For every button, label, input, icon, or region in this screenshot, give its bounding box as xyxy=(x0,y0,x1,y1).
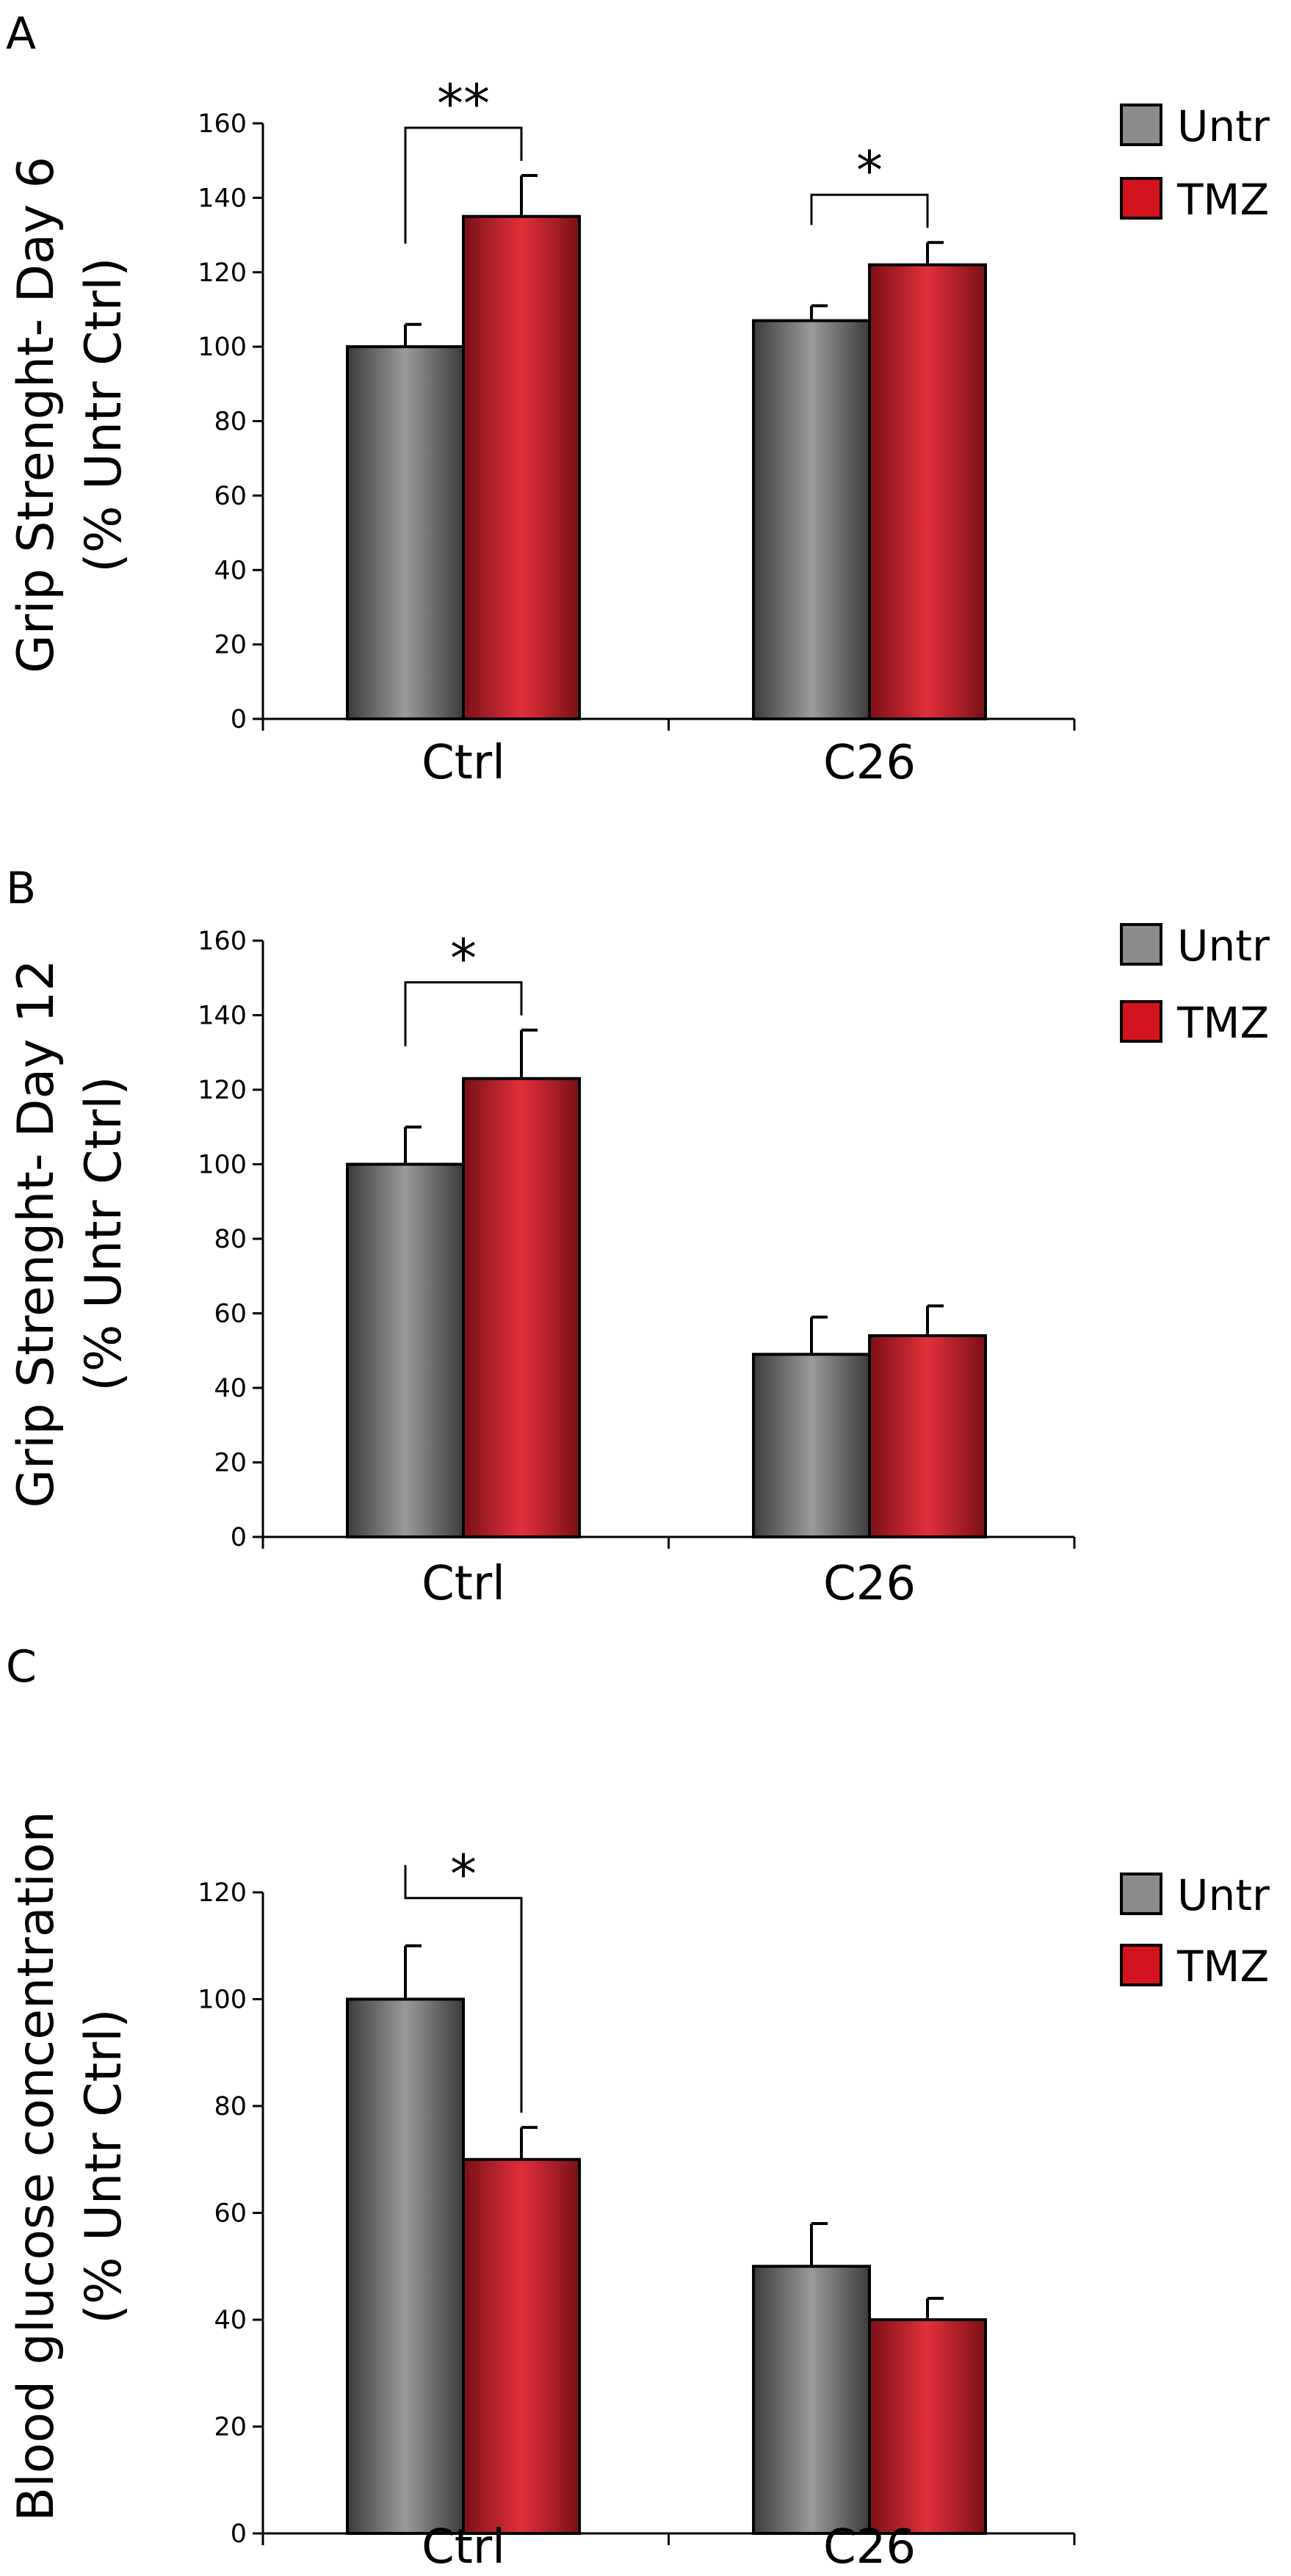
significance-bracket xyxy=(404,1864,523,2113)
x-category-label: C26 xyxy=(823,1557,916,1611)
panel-label: A xyxy=(6,8,36,59)
y-tick-label: 0 xyxy=(231,1523,247,1552)
bar-tmz-c26 xyxy=(868,2318,987,2535)
y-axis-label: Grip Strenght- Day 6 xyxy=(7,156,65,673)
chart-panel-b: B Grip Strenght- Day 12 (% Untr Ctrl) 0 20 40… xyxy=(6,863,1270,1611)
significance-marker: * xyxy=(450,1843,477,1905)
panel-label: B xyxy=(6,863,36,914)
legend-label: TMZ xyxy=(1176,175,1269,225)
bar-untr-c26 xyxy=(752,319,871,720)
legend-swatch-untr xyxy=(1120,923,1162,966)
bar-tmz-ctrl xyxy=(462,214,581,720)
legend-label: TMZ xyxy=(1176,1942,1269,1991)
bar-tmz-c26 xyxy=(868,1334,987,1538)
x-category-label: C26 xyxy=(823,736,916,790)
y-tick-label: 60 xyxy=(214,1300,247,1329)
y-axis-label: Grip Strenght- Day 12 xyxy=(7,959,65,1508)
y-tick-label: 60 xyxy=(214,2199,247,2229)
significance-marker: ** xyxy=(437,73,490,134)
y-axis-label: (% Untr Ctrl) xyxy=(75,257,133,572)
significance-marker: * xyxy=(450,927,477,989)
chart-panel-a: A Grip Strenght- Day 6 (% Untr Ctrl) 0 20 40 6… xyxy=(6,8,1270,790)
y-tick-label: 120 xyxy=(198,258,247,288)
y-tick-label: 100 xyxy=(198,333,247,362)
legend-swatch-tmz xyxy=(1120,177,1162,220)
y-tick-label: 120 xyxy=(198,1878,247,1908)
y-tick-label: 40 xyxy=(214,1374,247,1403)
y-tick-label: 20 xyxy=(214,1449,247,1478)
legend-label: TMZ xyxy=(1176,998,1269,1048)
y-tick-label: 100 xyxy=(198,1151,247,1180)
y-tick-label: 40 xyxy=(214,2306,247,2335)
legend-swatch-untr xyxy=(1120,1873,1162,1915)
y-tick-label: 0 xyxy=(231,2519,247,2549)
y-tick-label: 60 xyxy=(214,482,247,511)
panel-label: C xyxy=(6,1641,37,1693)
y-tick-label: 120 xyxy=(198,1076,247,1105)
x-category-label: Ctrl xyxy=(422,1557,505,1611)
y-tick-label: 40 xyxy=(214,556,247,585)
y-tick-label: 80 xyxy=(214,2092,247,2121)
legend-label: Untr xyxy=(1177,921,1270,971)
legend-swatch-tmz xyxy=(1120,1000,1162,1043)
y-tick-label: 20 xyxy=(214,2413,247,2442)
legend-swatch-tmz xyxy=(1120,1944,1162,1986)
x-category-label: Ctrl xyxy=(422,736,505,790)
y-tick-label: 140 xyxy=(198,184,247,213)
bar-tmz-ctrl xyxy=(462,2157,581,2535)
legend-label: Untr xyxy=(1177,101,1270,151)
bar-tmz-c26 xyxy=(868,263,987,720)
significance-bracket xyxy=(810,193,929,228)
y-tick-label: 160 xyxy=(198,109,247,139)
bar-untr-c26 xyxy=(752,1353,871,1538)
legend-label: Untr xyxy=(1177,1870,1270,1920)
bar-untr-c26 xyxy=(752,2265,871,2535)
significance-bracket xyxy=(404,126,523,244)
legend-swatch-untr xyxy=(1120,104,1162,146)
y-axis-label: Blood glucose concentration xyxy=(7,1811,65,2522)
y-tick-label: 80 xyxy=(214,408,247,437)
y-tick-label: 160 xyxy=(198,927,247,956)
y-axis-label: (% Untr Ctrl) xyxy=(75,1076,133,1391)
y-axis-label: (% Untr Ctrl) xyxy=(75,2008,133,2323)
y-tick-label: 0 xyxy=(231,705,247,734)
x-category-label: Ctrl xyxy=(422,2520,505,2575)
bar-tmz-ctrl xyxy=(462,1077,581,1538)
y-tick-label: 80 xyxy=(214,1225,247,1254)
x-category-label: C26 xyxy=(823,2520,916,2575)
significance-bracket xyxy=(404,981,523,1046)
bar-untr-ctrl xyxy=(346,1997,465,2535)
bar-untr-ctrl xyxy=(346,345,465,720)
y-tick-label: 100 xyxy=(198,1986,247,2015)
chart-panel-c: C Blood glucose concentration (% Untr Ctrl… xyxy=(6,1641,1270,2575)
y-tick-label: 20 xyxy=(214,631,247,660)
significance-marker: * xyxy=(856,140,883,201)
y-tick-label: 140 xyxy=(198,1002,247,1031)
bar-untr-ctrl xyxy=(346,1162,465,1538)
